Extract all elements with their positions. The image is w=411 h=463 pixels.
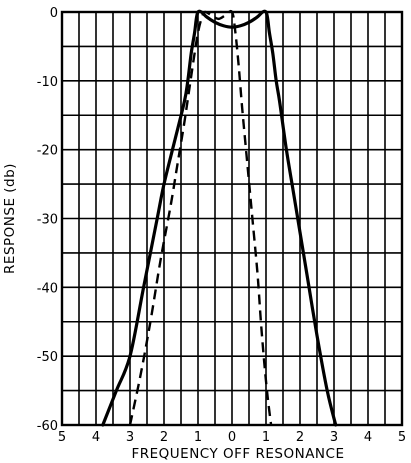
y-tick-label: -10 — [37, 75, 58, 90]
x-tick-label: 2 — [160, 430, 168, 445]
x-tick-label: 3 — [330, 430, 338, 445]
x-tick-label: 1 — [262, 430, 270, 445]
x-tick-label: 1 — [194, 430, 202, 445]
x-axis-title: FREQUENCY OFF RESONANCE — [132, 446, 345, 462]
x-tick-label: 4 — [92, 430, 100, 445]
y-tick-label: -30 — [37, 213, 58, 228]
plot-frame — [60, 10, 404, 427]
x-tick-label: 4 — [364, 430, 372, 445]
y-tick-labels: 0 -10 -20 -30 -40 -50 -60 — [37, 6, 58, 434]
x-tick-label: 3 — [126, 430, 134, 445]
y-tick-label: -20 — [37, 144, 58, 159]
y-axis-title: RESPONSE (db) — [2, 163, 18, 274]
y-tick-label: -40 — [37, 281, 58, 296]
y-tick-label: -50 — [37, 350, 58, 365]
solid-response-curve — [101, 9, 338, 427]
x-tick-label: 5 — [58, 430, 66, 445]
y-tick-label: 0 — [50, 6, 58, 21]
x-tick-labels: 5 4 3 2 1 0 1 2 3 4 5 — [58, 430, 406, 445]
x-tick-label: 5 — [398, 430, 406, 445]
curves — [101, 9, 338, 427]
dashed-response-curve — [128, 9, 273, 426]
y-tick-label: -60 — [37, 419, 58, 434]
grid — [62, 12, 402, 425]
x-tick-label: 2 — [296, 430, 304, 445]
x-tick-label: 0 — [228, 430, 236, 445]
